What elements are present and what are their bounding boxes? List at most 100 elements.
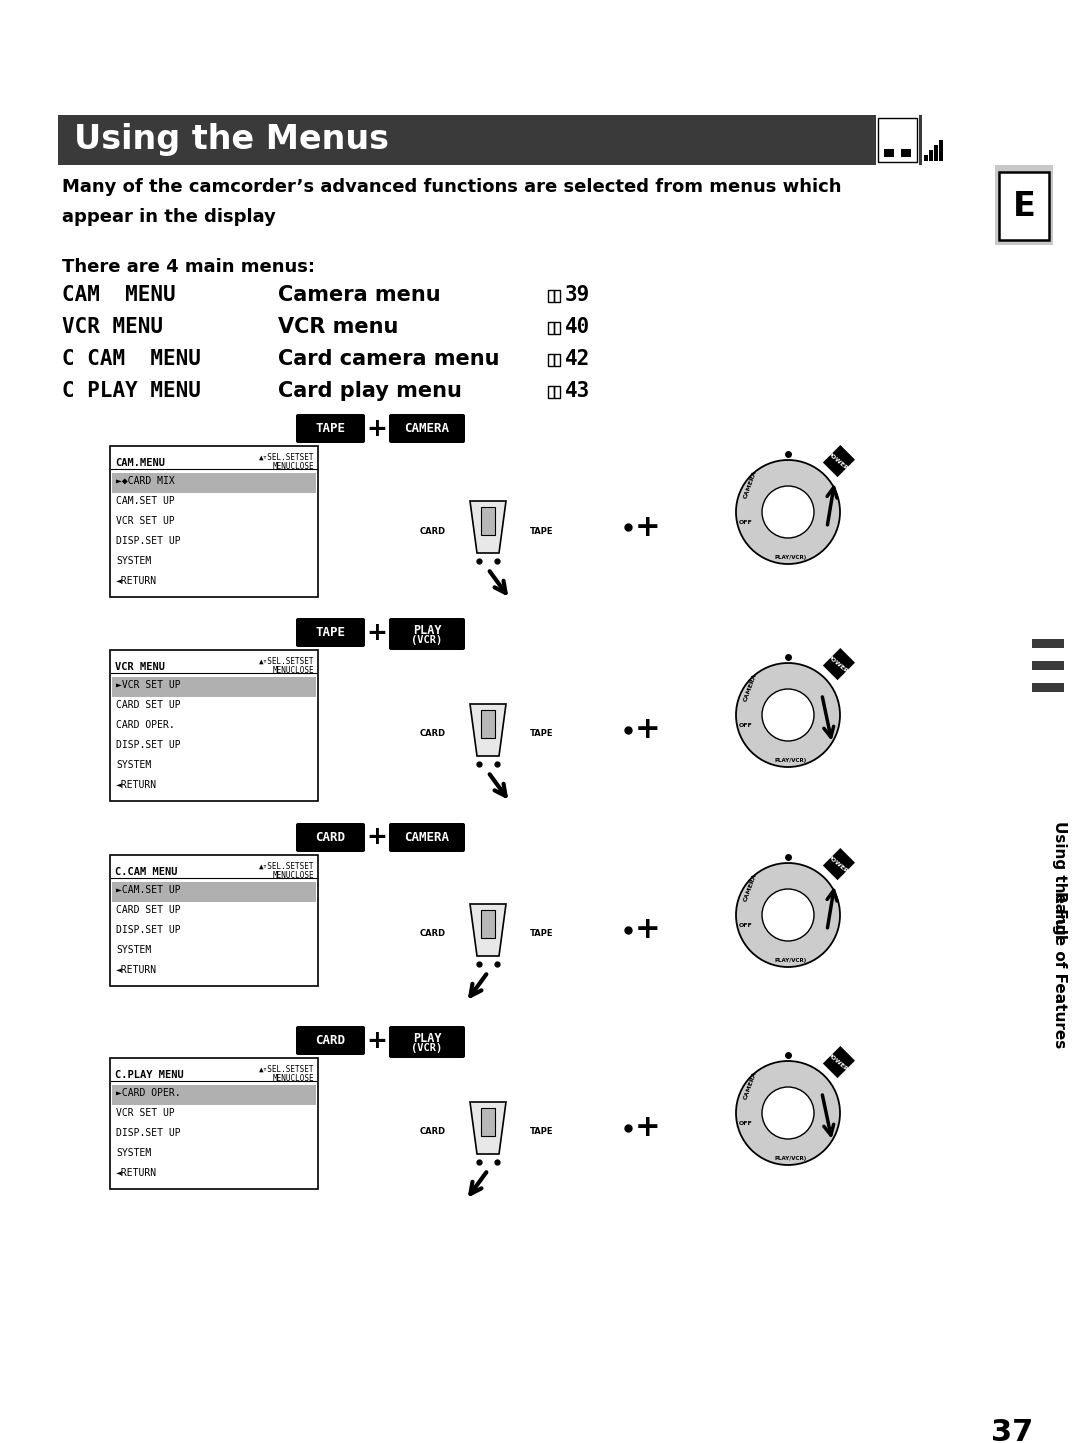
Circle shape [762,688,814,742]
Text: CAMERA: CAMERA [405,421,449,434]
FancyBboxPatch shape [924,154,928,162]
FancyBboxPatch shape [995,165,1053,245]
FancyBboxPatch shape [112,882,316,902]
Text: ◄RETURN: ◄RETURN [116,576,157,586]
Text: Using the Menus: Using the Menus [75,124,389,156]
Polygon shape [823,848,854,880]
Text: 37: 37 [990,1418,1034,1443]
Text: C PLAY MENU: C PLAY MENU [62,381,201,401]
Circle shape [762,889,814,941]
Text: (VCR): (VCR) [411,635,443,645]
Text: OFF: OFF [739,1121,753,1126]
Text: Card play menu: Card play menu [278,381,462,401]
Text: VCR SET UP: VCR SET UP [116,517,175,527]
Text: ◄RETURN: ◄RETURN [116,781,157,789]
Text: SYSTEM: SYSTEM [116,1149,151,1157]
Text: CAM.MENU: CAM.MENU [114,457,165,468]
FancyBboxPatch shape [296,618,365,646]
Text: TAPE: TAPE [530,527,554,535]
FancyBboxPatch shape [1032,683,1064,693]
Text: MENUCLOSE: MENUCLOSE [272,667,314,675]
Text: CAMERA: CAMERA [405,831,449,844]
Text: DISP.SET UP: DISP.SET UP [116,740,180,750]
Text: ▲▿SEL.SETSET: ▲▿SEL.SETSET [258,861,314,872]
FancyBboxPatch shape [389,618,465,649]
Text: VCR MENU: VCR MENU [62,317,163,338]
Polygon shape [470,501,507,553]
Text: TAPE: TAPE [315,421,346,434]
FancyBboxPatch shape [296,823,365,851]
Text: Camera menu: Camera menu [278,286,441,304]
Text: 40: 40 [565,317,591,338]
Text: CAMERA: CAMERA [743,873,758,903]
Text: CAMERA: CAMERA [743,1071,758,1101]
Text: There are 4 main menus:: There are 4 main menus: [62,258,315,276]
Text: CARD: CARD [420,1127,446,1137]
Polygon shape [470,1102,507,1154]
Text: VCR SET UP: VCR SET UP [116,1108,175,1118]
FancyBboxPatch shape [939,140,943,162]
Text: MENUCLOSE: MENUCLOSE [272,872,314,880]
Text: PLAY/VCR): PLAY/VCR) [774,758,807,763]
Text: ▲▿SEL.SETSET: ▲▿SEL.SETSET [258,657,314,667]
Text: CARD: CARD [315,1035,346,1048]
Text: +: + [366,620,388,645]
FancyBboxPatch shape [1032,639,1064,648]
Text: OFF: OFF [739,519,753,525]
Text: CARD: CARD [420,527,446,535]
Text: ◄RETURN: ◄RETURN [116,965,157,975]
FancyBboxPatch shape [901,149,912,157]
Text: ►◆CARD MIX: ►◆CARD MIX [116,476,175,486]
FancyBboxPatch shape [934,144,939,162]
Text: 42: 42 [565,349,591,369]
Text: MENUCLOSE: MENUCLOSE [272,1074,314,1084]
Text: ►CARD OPER.: ►CARD OPER. [116,1088,180,1098]
Text: PLAY: PLAY [413,625,442,638]
Text: 39: 39 [565,286,591,304]
FancyBboxPatch shape [389,1026,465,1058]
Text: 43: 43 [565,381,591,401]
FancyBboxPatch shape [389,414,465,443]
Text: TAPE: TAPE [315,626,346,639]
Text: CAMERA: CAMERA [743,470,758,499]
Text: PLAY: PLAY [413,1032,442,1045]
Text: +: + [635,1114,661,1143]
Text: POWER: POWER [826,452,849,472]
FancyBboxPatch shape [481,911,495,938]
Text: Range of Features: Range of Features [1053,892,1067,1049]
Text: Many of the camcorder’s advanced functions are selected from menus which: Many of the camcorder’s advanced functio… [62,177,841,196]
FancyBboxPatch shape [481,1108,495,1136]
Circle shape [735,863,840,967]
Text: CAMERA: CAMERA [743,672,758,703]
Text: CARD SET UP: CARD SET UP [116,905,180,915]
Text: PLAY/VCR): PLAY/VCR) [774,556,807,560]
FancyBboxPatch shape [110,649,318,801]
FancyBboxPatch shape [296,414,365,443]
Text: C.CAM MENU: C.CAM MENU [114,867,177,877]
Text: appear in the display: appear in the display [62,208,275,227]
Text: DISP.SET UP: DISP.SET UP [116,535,180,545]
FancyBboxPatch shape [110,856,318,986]
Polygon shape [470,704,507,756]
Text: E: E [1013,190,1036,224]
Text: VCR MENU: VCR MENU [114,662,165,672]
FancyBboxPatch shape [876,115,919,165]
FancyBboxPatch shape [1032,661,1064,670]
Text: +: + [366,1029,388,1052]
Polygon shape [823,446,854,476]
Text: +: + [366,825,388,850]
FancyBboxPatch shape [112,677,316,697]
Circle shape [735,1061,840,1165]
FancyBboxPatch shape [999,172,1049,240]
FancyBboxPatch shape [110,1058,318,1189]
FancyBboxPatch shape [929,150,933,162]
Text: SYSTEM: SYSTEM [116,760,151,771]
Text: C.PLAY MENU: C.PLAY MENU [114,1071,184,1079]
Circle shape [762,1087,814,1139]
Text: CARD SET UP: CARD SET UP [116,700,180,710]
Text: POWER: POWER [826,654,849,674]
Text: POWER: POWER [826,854,849,874]
Text: POWER: POWER [826,1052,849,1072]
Text: TAPE: TAPE [530,730,554,739]
Text: TAPE: TAPE [530,929,554,938]
